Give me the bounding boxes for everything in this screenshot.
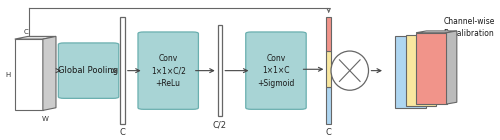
- Text: C: C: [120, 128, 126, 137]
- FancyBboxPatch shape: [58, 43, 119, 98]
- FancyBboxPatch shape: [138, 32, 198, 109]
- Bar: [326, 17, 331, 51]
- Text: C: C: [24, 29, 29, 35]
- Bar: [326, 87, 331, 124]
- Bar: [218, 25, 222, 116]
- Polygon shape: [416, 33, 446, 104]
- FancyBboxPatch shape: [246, 32, 306, 109]
- Text: Channel-wise
Recalibration: Channel-wise Recalibration: [444, 17, 495, 38]
- Polygon shape: [446, 31, 457, 104]
- Text: H: H: [5, 72, 10, 78]
- Polygon shape: [15, 39, 43, 110]
- Bar: [326, 51, 331, 87]
- Polygon shape: [43, 36, 56, 110]
- Text: Conv
1×1×C
+Sigmoid: Conv 1×1×C +Sigmoid: [258, 54, 294, 88]
- Text: Conv
1×1×C/2
+ReLu: Conv 1×1×C/2 +ReLu: [151, 54, 186, 88]
- Polygon shape: [396, 36, 426, 108]
- Text: W: W: [42, 116, 49, 122]
- Text: Global Pooling: Global Pooling: [58, 66, 118, 75]
- Text: C: C: [326, 128, 332, 137]
- Polygon shape: [416, 31, 457, 33]
- Bar: [120, 17, 125, 124]
- Polygon shape: [15, 36, 56, 39]
- Polygon shape: [406, 35, 436, 106]
- Text: C/2: C/2: [213, 120, 227, 129]
- Ellipse shape: [331, 51, 368, 90]
